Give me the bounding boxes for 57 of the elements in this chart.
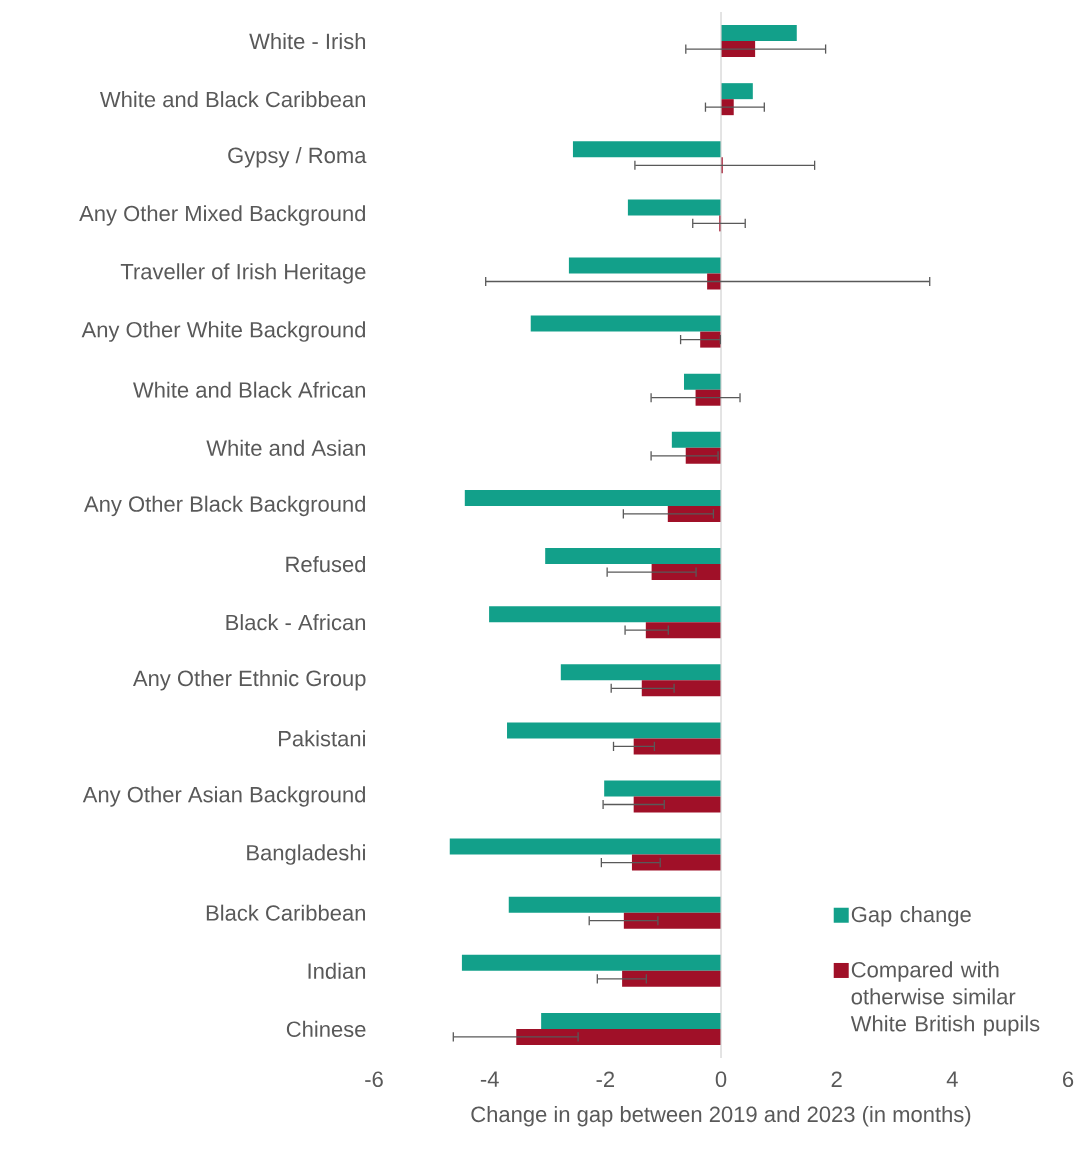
bar (641, 680, 722, 697)
bar (721, 83, 753, 100)
y-tick-label: Traveller of Irish Heritage (120, 263, 366, 284)
bar (568, 257, 722, 274)
y-tick-label: White and Asian (206, 439, 366, 456)
bar (530, 315, 722, 332)
bar (671, 431, 722, 448)
y-tick-label: White and Black Caribbean (99, 91, 365, 108)
bar (685, 447, 722, 464)
x-tick-label: 6 (1063, 1071, 1074, 1088)
y-tick-label: Pakistani (279, 730, 365, 747)
bar (700, 331, 722, 348)
bar (560, 664, 722, 681)
x-tick-label: -4 (480, 1071, 499, 1087)
bar (545, 548, 722, 565)
bar (464, 489, 722, 506)
bar (623, 912, 722, 929)
bar (633, 796, 722, 813)
y-tick-label: Bangladeshi (247, 844, 365, 865)
x-tick-label: -2 (596, 1071, 615, 1087)
y-tick-label: Any Other Mixed Background (79, 205, 365, 226)
bar (449, 838, 722, 855)
x-tick-label: 2 (831, 1071, 842, 1087)
legend-label: Gap change (851, 906, 971, 927)
bar (507, 722, 722, 739)
legend-label: Compared with otherwise similar White British pupils (850, 961, 1040, 1036)
y-tick-label: White and Black African (133, 381, 366, 398)
x-axis-title: Change in gap between 2019 and 2023 (in months) (471, 1105, 971, 1127)
bar (622, 970, 722, 987)
y-tick-label: Indian (308, 962, 366, 979)
y-tick-label: Chinese (286, 1020, 366, 1038)
bar (516, 1028, 722, 1045)
bar (651, 564, 722, 581)
y-tick-label: Black - African (226, 614, 366, 631)
bar (721, 25, 797, 42)
y-tick-label: Any Other Black Background (84, 495, 365, 517)
x-tick-label: -6 (365, 1071, 383, 1088)
y-tick-label: Black Caribbean (206, 904, 365, 921)
y-tick-label: Any Other Ethnic Group (132, 670, 366, 691)
y-tick-label: Refused (286, 555, 366, 573)
x-tick-label: 0 (715, 1071, 727, 1088)
bar (627, 199, 722, 216)
y-tick-label: Any Other Asian Background (82, 786, 365, 807)
y-tick-label: White - Irish (249, 32, 366, 50)
bar (631, 854, 722, 871)
y-tick-label: Any Other White Background (81, 321, 366, 342)
y-tick-label: Gypsy / Roma (228, 147, 367, 168)
bar (645, 622, 722, 639)
x-tick-label: 4 (946, 1071, 958, 1087)
bar (541, 1012, 722, 1029)
bar (461, 954, 722, 971)
bar (508, 896, 722, 913)
bar (572, 141, 722, 158)
bar (633, 738, 722, 755)
bar (489, 606, 722, 623)
bar (683, 373, 722, 390)
bar (604, 780, 722, 797)
